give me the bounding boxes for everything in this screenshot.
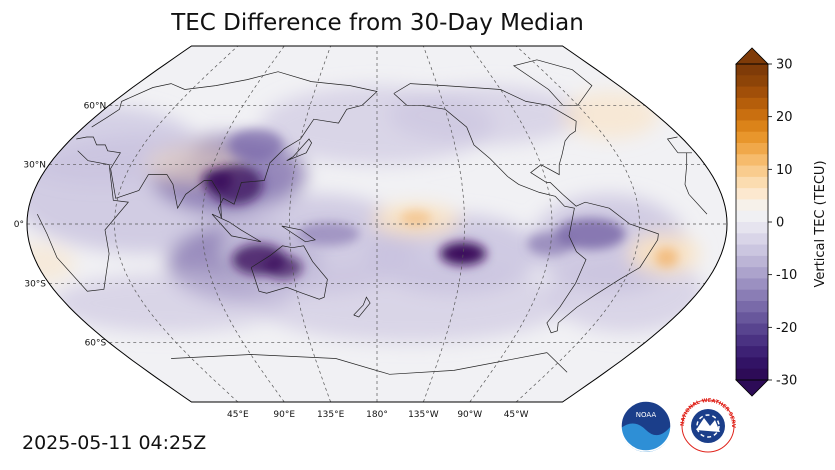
colorbar-swatch [736, 278, 768, 291]
longitude-line [515, 46, 640, 402]
colorbar-swatch [736, 357, 768, 370]
colorbar-tick-label: -10 [776, 268, 797, 283]
colorbar-tick-label: 10 [776, 163, 793, 178]
coastline [281, 225, 316, 243]
longitude-line [423, 46, 465, 402]
colorbar-swatch [736, 267, 768, 279]
noaa-logo-text: NOAA [636, 411, 657, 419]
colorbar-swatch [736, 244, 768, 257]
colorbar-tick-label: 20 [776, 110, 793, 125]
coastline [353, 296, 371, 318]
colorbar-swatch [736, 346, 768, 358]
coastline [36, 150, 129, 292]
coastline [688, 194, 708, 215]
colorbar-swatch [736, 222, 768, 234]
colorbar-tick-label: -30 [776, 374, 797, 389]
coastline [286, 138, 313, 162]
colorbar-swatch [736, 334, 768, 347]
colorbar-swatch [736, 109, 768, 121]
coastline [76, 71, 378, 219]
colorbar-swatch [736, 154, 768, 167]
colorbar-swatch [736, 368, 768, 381]
colorbar-tick-label: 0 [776, 216, 784, 231]
colorbar: 30 20 10 0 -10 -20 -30 Vertical TEC (TECU) [735, 47, 828, 397]
longitude-line [469, 46, 553, 402]
noaa-logo: NOAA [620, 400, 672, 453]
tec-map: 60°N 30°N 0° 30°S 60°S 45°E 90°E 135°E 180° 135°… [14, 45, 728, 420]
colorbar-tick-label: -20 [776, 321, 797, 336]
colorbar-swatch [736, 301, 768, 313]
longitude-label: 180° [366, 410, 388, 420]
colorbar-tick-label: 30 [776, 58, 793, 73]
colorbar-min-arrow [735, 379, 769, 397]
coastline [512, 59, 593, 106]
tec-anomaly-region [527, 231, 575, 256]
colorbar-swatch [736, 289, 768, 302]
colorbar-swatch [736, 210, 768, 223]
colorbar-swatch [736, 165, 768, 178]
latitude-label: 0° [14, 220, 24, 230]
latitude-label: 30°N [23, 161, 46, 171]
colorbar-swatch [736, 323, 768, 336]
longitude-line [114, 46, 239, 402]
coastline [171, 352, 548, 375]
latitude-label: 30°S [24, 279, 46, 289]
colorbar-swatch [736, 176, 768, 189]
tec-anomaly-region [201, 168, 233, 193]
longitude-label: 90°E [273, 410, 295, 420]
colorbar-swatch [736, 64, 768, 76]
coastline [250, 245, 328, 300]
tec-anomaly-region [400, 210, 432, 226]
graticule [27, 46, 727, 402]
colorbar-swatch [736, 86, 768, 99]
tec-anomaly-region [52, 273, 286, 333]
coastline [666, 136, 679, 154]
colorbar-label: Vertical TEC (TECU) [813, 160, 828, 287]
tec-anomaly-region [388, 85, 584, 145]
tec-anomaly-region [297, 222, 360, 246]
tec-anomaly-region [256, 263, 568, 343]
colorbar-max-arrow [735, 47, 769, 65]
longitude-label: 45°E [227, 410, 249, 420]
tec-anomaly-region [451, 245, 475, 262]
colorbar-swatch [736, 233, 768, 246]
colorbar-swatch [736, 143, 768, 155]
colorbar-swatch [736, 131, 768, 144]
tec-anomaly-region [654, 247, 679, 268]
colorbar-swatch [736, 255, 768, 268]
coastline [546, 352, 568, 373]
colorbar-swatch [736, 75, 768, 88]
longitude-label: 45°W [504, 410, 529, 420]
colorbar-swatch [736, 188, 768, 200]
longitude-label: 135°E [317, 410, 345, 420]
colorbar-swatch [736, 312, 768, 325]
latitude-label: 60°S [85, 339, 107, 349]
tec-anomaly-region [548, 253, 704, 333]
timestamp: 2025-05-11 04:25Z [22, 432, 207, 454]
longitude-line [201, 46, 285, 402]
coastlines [36, 59, 708, 375]
latitude-label: 60°N [84, 101, 107, 111]
longitude-label: 135°W [408, 410, 439, 420]
tec-field [27, 46, 727, 402]
tec-anomaly-region [228, 129, 284, 161]
tec-anomaly-region [561, 91, 659, 139]
tec-anomaly-region [27, 243, 76, 284]
agency-logos: NOAA NATIONAL WEATHER SERVICE [616, 392, 738, 456]
coastline [211, 213, 262, 243]
colorbar-swatch [736, 199, 768, 212]
coastline [393, 83, 659, 334]
map-title: TEC Difference from 30-Day Median [171, 10, 584, 36]
globe-outline [26, 45, 728, 403]
longitude-line [289, 46, 331, 402]
colorbar-swatch [736, 97, 768, 110]
tec-anomaly-region [263, 255, 303, 280]
longitude-label: 90°W [457, 410, 482, 420]
colorbar-swatch [736, 120, 768, 133]
coastline [684, 152, 690, 195]
